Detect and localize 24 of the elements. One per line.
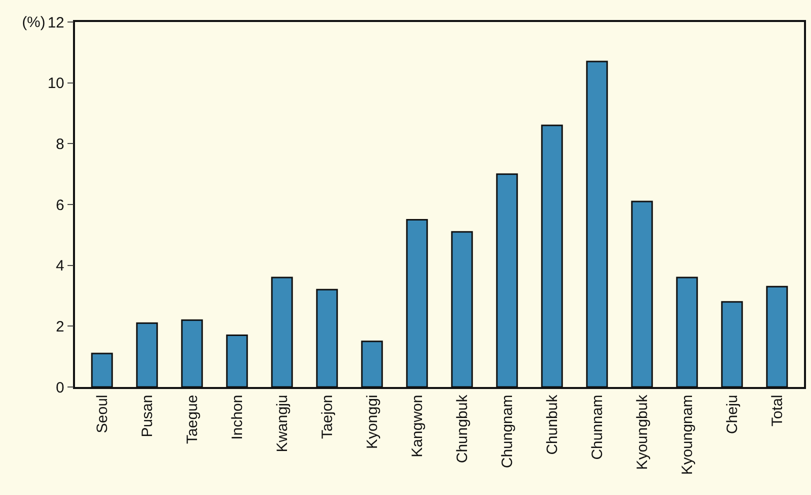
- x-tick-label: Kyoungbuk: [634, 394, 651, 470]
- x-tick-label: Kyonggi: [364, 394, 381, 449]
- y-tick-label: 0: [56, 379, 64, 396]
- y-tick-label: 10: [48, 75, 64, 92]
- x-tick-label: Taejon: [318, 394, 336, 439]
- x-tick-label: Kangwon: [408, 394, 426, 458]
- y-tick-label: 6: [56, 196, 64, 214]
- x-tick-label: Chungnam: [498, 394, 516, 468]
- y-tick-label: 4: [56, 258, 64, 275]
- x-tick-label: Taegue: [184, 394, 201, 444]
- x-tick-label: Chunbuk: [544, 394, 561, 455]
- y-axis-title: (%): [22, 14, 46, 31]
- y-tick-label: 8: [56, 136, 64, 153]
- x-tick-label: Chungbuk: [454, 394, 471, 464]
- x-tick-label: Cheju: [724, 394, 741, 434]
- x-tick-label: Seoul: [94, 394, 111, 434]
- x-tick-label: Inchon: [228, 394, 246, 440]
- y-tick-label: 2: [56, 318, 64, 336]
- x-tick-label: Pusan: [138, 394, 156, 438]
- y-tick-label: 12: [48, 14, 64, 32]
- x-tick-label: Kwangju: [274, 394, 291, 452]
- x-tick-label: Kyoungnam: [678, 394, 696, 475]
- x-tick-label: Total: [768, 394, 786, 426]
- x-tick-label: Chunnam: [588, 394, 606, 460]
